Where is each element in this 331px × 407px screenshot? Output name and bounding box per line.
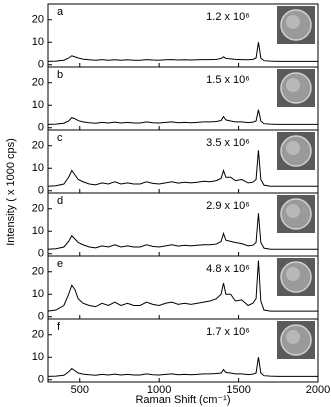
- y-tick-label: 10: [32, 351, 44, 363]
- inset-image: [277, 69, 315, 107]
- y-tick-label: 20: [32, 77, 44, 89]
- y-tick-label: 0: [38, 374, 44, 386]
- x-tick-label: 1000: [147, 384, 171, 396]
- panel-annotation: 1.7 x 10⁶: [206, 326, 250, 338]
- inset-image: [277, 132, 315, 170]
- y-tick-label: 20: [32, 203, 44, 215]
- y-tick-label: 10: [32, 162, 44, 174]
- panel-annotation: 4.8 x 10⁶: [206, 263, 250, 275]
- spectrum-line: [47, 42, 318, 62]
- x-axis-label: Raman Shift (cm⁻¹): [135, 394, 230, 406]
- y-tick-label: 10: [32, 225, 44, 237]
- panel-label: f: [57, 321, 61, 333]
- y-tick-label: 0: [38, 59, 44, 71]
- y-tick-label: 10: [32, 288, 44, 300]
- y-tick-label: 20: [32, 329, 44, 341]
- inset-detail: [286, 141, 300, 155]
- y-tick-label: 20: [32, 14, 44, 26]
- panel-label: d: [57, 195, 63, 207]
- panel-annotation: 1.5 x 10⁶: [206, 74, 250, 86]
- panel-annotation: 2.9 x 10⁶: [206, 200, 250, 212]
- spectrum-line: [47, 109, 318, 125]
- panel-frame: [47, 318, 319, 383]
- spectrum-line: [47, 213, 318, 250]
- x-tick-label: 1500: [226, 384, 250, 396]
- inset-detail: [286, 78, 300, 92]
- y-tick-label: 0: [38, 311, 44, 323]
- inset-image: [277, 195, 315, 233]
- y-tick-label: 10: [32, 99, 44, 111]
- y-tick-label: 0: [38, 248, 44, 260]
- spectrum-line: [47, 260, 318, 312]
- inset-image: [277, 258, 315, 296]
- inset-detail: [286, 267, 300, 281]
- x-tick-label: 2000: [306, 384, 330, 396]
- inset-detail: [286, 330, 300, 344]
- panel-label: b: [57, 69, 63, 81]
- panel-label: a: [57, 6, 64, 18]
- inset-detail: [286, 15, 300, 29]
- y-tick-label: 10: [32, 36, 44, 48]
- y-tick-label: 20: [32, 266, 44, 278]
- inset-detail: [286, 204, 300, 218]
- panel-label: e: [57, 258, 63, 270]
- inset-image: [277, 321, 315, 359]
- y-tick-label: 20: [32, 140, 44, 152]
- panel-annotation: 1.2 x 10⁶: [206, 11, 250, 23]
- panel-label: c: [57, 132, 63, 144]
- y-tick-label: 0: [38, 122, 44, 134]
- y-axis-label: Intensity ( x 1000 cps): [5, 138, 17, 246]
- spectrum-line: [47, 150, 318, 187]
- x-tick-label: 500: [71, 384, 89, 396]
- panel-annotation: 3.5 x 10⁶: [206, 137, 250, 149]
- y-tick-label: 0: [38, 185, 44, 197]
- inset-image: [277, 6, 315, 44]
- spectrum-line: [47, 357, 318, 377]
